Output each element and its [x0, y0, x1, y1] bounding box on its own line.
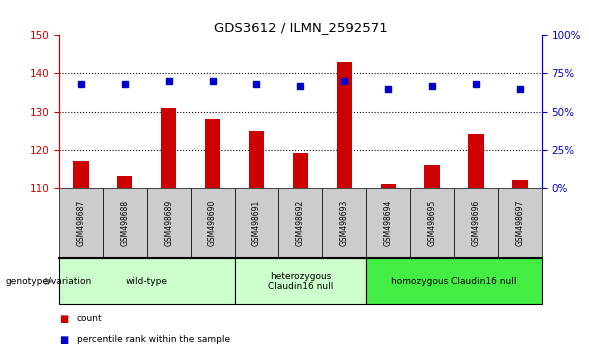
Bar	[512, 180, 528, 188]
Bar	[249, 131, 264, 188]
Bar	[161, 108, 176, 188]
Bar	[337, 62, 352, 188]
Bar	[468, 134, 484, 188]
Text: count: count	[77, 314, 102, 323]
Text: GSM498694: GSM498694	[383, 200, 393, 246]
Text: GSM498692: GSM498692	[296, 200, 305, 246]
Bar	[380, 184, 396, 188]
Bar	[117, 176, 133, 188]
Text: GSM498693: GSM498693	[340, 200, 349, 246]
Text: GSM498695: GSM498695	[428, 200, 436, 246]
Text: GSM498688: GSM498688	[120, 200, 129, 246]
Text: GSM498691: GSM498691	[252, 200, 261, 246]
Text: genotype/variation: genotype/variation	[6, 277, 92, 286]
Title: GDS3612 / ILMN_2592571: GDS3612 / ILMN_2592571	[214, 21, 387, 34]
Text: GSM498687: GSM498687	[77, 200, 85, 246]
Bar	[205, 119, 220, 188]
Text: GSM498696: GSM498696	[472, 200, 481, 246]
Bar	[293, 153, 308, 188]
Text: wild-type: wild-type	[125, 277, 168, 286]
Text: GSM498697: GSM498697	[515, 200, 524, 246]
Text: homozygous Claudin16 null: homozygous Claudin16 null	[391, 277, 517, 286]
Bar	[73, 161, 88, 188]
Text: percentile rank within the sample: percentile rank within the sample	[77, 335, 230, 344]
Text: ■: ■	[59, 314, 68, 324]
Text: GSM498690: GSM498690	[208, 200, 217, 246]
Text: heterozygous
Claudin16 null: heterozygous Claudin16 null	[268, 272, 333, 291]
Text: ■: ■	[59, 335, 68, 345]
Bar	[425, 165, 440, 188]
Text: GSM498689: GSM498689	[164, 200, 173, 246]
